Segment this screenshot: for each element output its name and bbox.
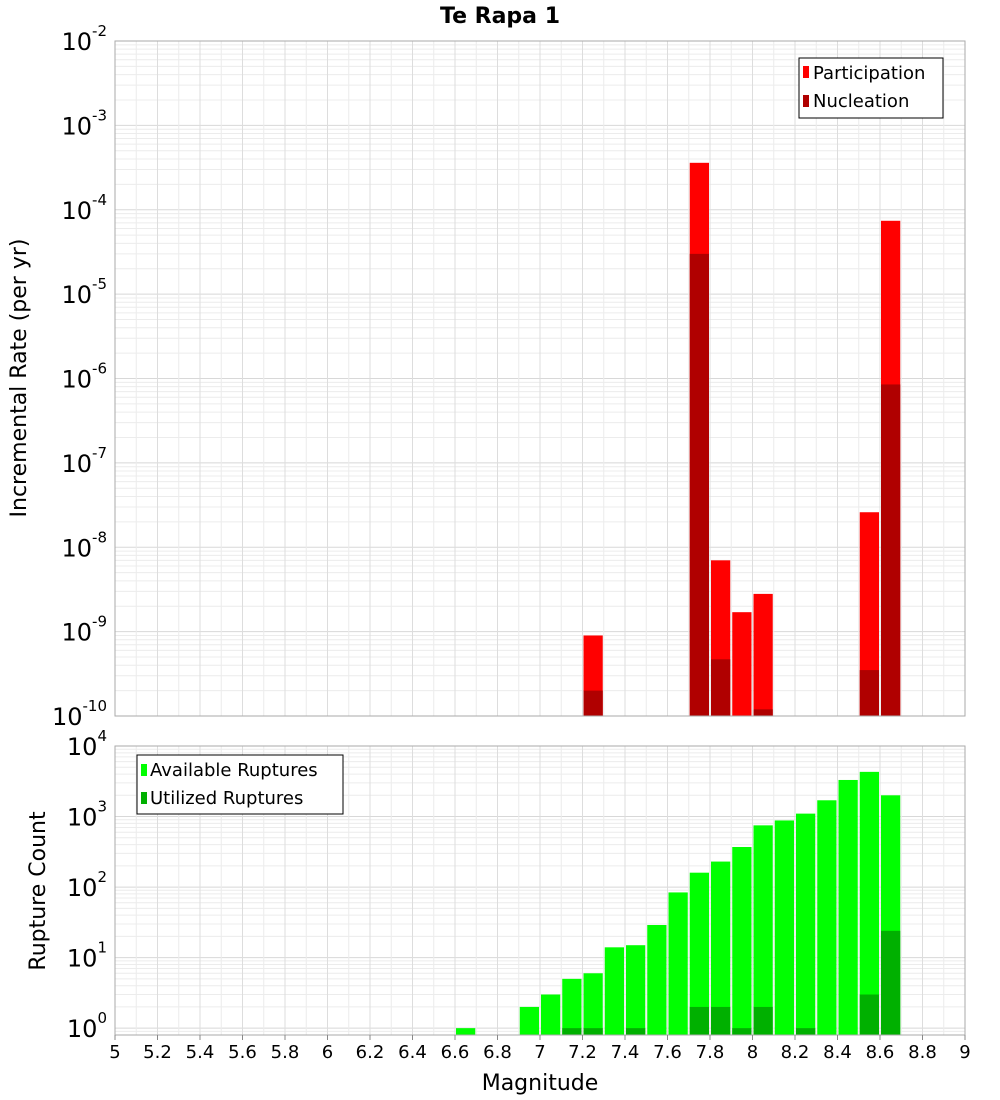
available-ruptures-bar-7.95 <box>732 847 752 1035</box>
rate-y-axis-label: Incremental Rate (per yr) <box>7 239 32 518</box>
available-ruptures-bar-8.25 <box>796 813 816 1035</box>
nucleation-bar-8.55 <box>859 670 879 716</box>
participation-bar-7.95 <box>732 612 752 716</box>
x-tick-label: 6.4 <box>398 1042 427 1063</box>
available-ruptures-bar-7.45 <box>626 945 646 1035</box>
nucleation-legend-swatch <box>803 95 809 107</box>
x-tick-label: 9 <box>959 1042 970 1063</box>
count-y-tick-label: 101 <box>67 939 107 973</box>
rate-plot-frame <box>114 40 966 717</box>
x-tick-label: 5.8 <box>271 1042 300 1063</box>
nucleation-bar-7.75 <box>689 253 709 716</box>
available-ruptures-bar-7.85 <box>711 861 731 1035</box>
x-tick-label: 6.2 <box>356 1042 385 1063</box>
available-ruptures-bar-7.55 <box>647 925 667 1035</box>
x-tick-label: 5.2 <box>143 1042 172 1063</box>
utilized-legend-swatch <box>141 792 147 804</box>
rate-y-tick-label: 10-2 <box>61 22 107 56</box>
available-ruptures-bar-7.25 <box>583 973 603 1035</box>
available-ruptures-bar-6.95 <box>519 1006 539 1035</box>
nucleation-bar-7.25 <box>583 690 603 716</box>
utilized-ruptures-bar-8.65 <box>881 930 901 1035</box>
nucleation-bar-7.85 <box>711 659 731 716</box>
count-legend: Available Ruptures Utilized Ruptures <box>136 754 344 815</box>
x-tick-label: 5.4 <box>186 1042 215 1063</box>
utilized-ruptures-bar-7.25 <box>583 1028 603 1035</box>
participation-bar-8.55 <box>859 512 879 716</box>
rate-y-tick-labels: 10-10 10-9 10-8 10-7 10-6 10-5 10-4 10-3 10-2 <box>52 22 107 731</box>
available-ruptures-bar-8.55 <box>859 771 879 1035</box>
utilized-ruptures-bar-7.95 <box>732 1028 752 1035</box>
x-tick-label: 8 <box>747 1042 758 1063</box>
x-tick-label: 7.8 <box>696 1042 725 1063</box>
rate-bars <box>583 162 901 716</box>
utilized-ruptures-bar-7.15 <box>562 1028 582 1035</box>
x-tick-label: 5 <box>109 1042 120 1063</box>
utilized-ruptures-bar-8.55 <box>859 994 879 1035</box>
count-y-tick-labels: 100 101 102 103 104 <box>67 727 107 1043</box>
utilized-ruptures-bar-8.25 <box>796 1028 816 1035</box>
x-tick-label: 8.2 <box>781 1042 810 1063</box>
rate-y-tick-label: 10-4 <box>61 191 107 225</box>
x-tick-label: 6 <box>322 1042 333 1063</box>
rate-y-tick-label: 10-3 <box>61 106 107 140</box>
rate-y-tick-label: 10-10 <box>52 697 107 731</box>
rate-legend-box <box>798 57 944 119</box>
available-ruptures-bar-7.65 <box>668 892 688 1035</box>
chart-title: Te Rapa 1 <box>440 4 560 29</box>
participation-legend-label: Participation <box>813 63 925 84</box>
x-tick-label: 8.4 <box>823 1042 852 1063</box>
x-tick-label: 7.4 <box>611 1042 640 1063</box>
nucleation-legend-label: Nucleation <box>813 91 909 112</box>
x-tick-labels: 5 5.2 5.4 5.6 5.8 6 6.2 6.4 6.6 6.8 7 7.2 7.4 7.6 7.8 8… <box>109 1035 971 1063</box>
utilized-ruptures-bar-7.45 <box>626 1028 646 1035</box>
count-y-tick-label: 103 <box>67 798 107 832</box>
utilized-ruptures-bar-7.75 <box>689 1006 709 1035</box>
utilized-ruptures-bar-8.05 <box>753 1006 773 1035</box>
x-tick-label: 7 <box>534 1042 545 1063</box>
rate-y-tick-label: 10-7 <box>61 444 107 478</box>
x-axis-label: Magnitude <box>482 1071 599 1096</box>
available-ruptures-bar-7.75 <box>689 872 709 1035</box>
count-legend-box <box>136 754 344 815</box>
participation-legend-swatch <box>803 66 809 78</box>
count-y-tick-label: 100 <box>67 1009 107 1043</box>
rate-y-tick-label: 10-9 <box>61 613 107 647</box>
utilized-legend-label: Utilized Ruptures <box>150 788 303 809</box>
available-ruptures-bar-8.05 <box>753 825 773 1035</box>
count-y-axis-label: Rupture Count <box>26 811 51 971</box>
rate-y-tick-label: 10-5 <box>61 275 107 309</box>
x-tick-label: 5.6 <box>228 1042 257 1063</box>
rate-y-tick-label: 10-6 <box>61 360 107 394</box>
x-tick-label: 6.8 <box>483 1042 512 1063</box>
available-ruptures-bar-7.35 <box>604 947 624 1035</box>
participation-bar-8.05 <box>753 593 773 716</box>
count-bars <box>456 771 901 1035</box>
nucleation-bar-8.05 <box>753 709 773 716</box>
x-tick-label: 6.6 <box>441 1042 470 1063</box>
count-y-tick-label: 104 <box>67 727 107 761</box>
available-legend-label: Available Ruptures <box>150 760 318 781</box>
x-tick-label: 7.6 <box>653 1042 682 1063</box>
rate-y-tick-label: 10-8 <box>61 528 107 562</box>
available-legend-swatch <box>141 764 147 776</box>
x-tick-label: 7.2 <box>568 1042 597 1063</box>
utilized-ruptures-bar-7.85 <box>711 1006 731 1035</box>
available-ruptures-bar-8.35 <box>817 800 837 1035</box>
nucleation-bar-8.65 <box>881 384 901 716</box>
rate-legend: Participation Nucleation <box>798 57 944 119</box>
available-ruptures-bar-7.15 <box>562 978 582 1035</box>
count-y-tick-label: 102 <box>67 868 107 902</box>
available-ruptures-bar-6.65 <box>456 1028 476 1035</box>
available-ruptures-bar-7.05 <box>541 994 561 1035</box>
x-tick-label: 8.8 <box>908 1042 937 1063</box>
rate-gridlines <box>114 40 966 717</box>
available-ruptures-bar-8.15 <box>774 820 794 1035</box>
available-ruptures-bar-8.45 <box>838 779 858 1035</box>
x-tick-label: 8.6 <box>866 1042 895 1063</box>
